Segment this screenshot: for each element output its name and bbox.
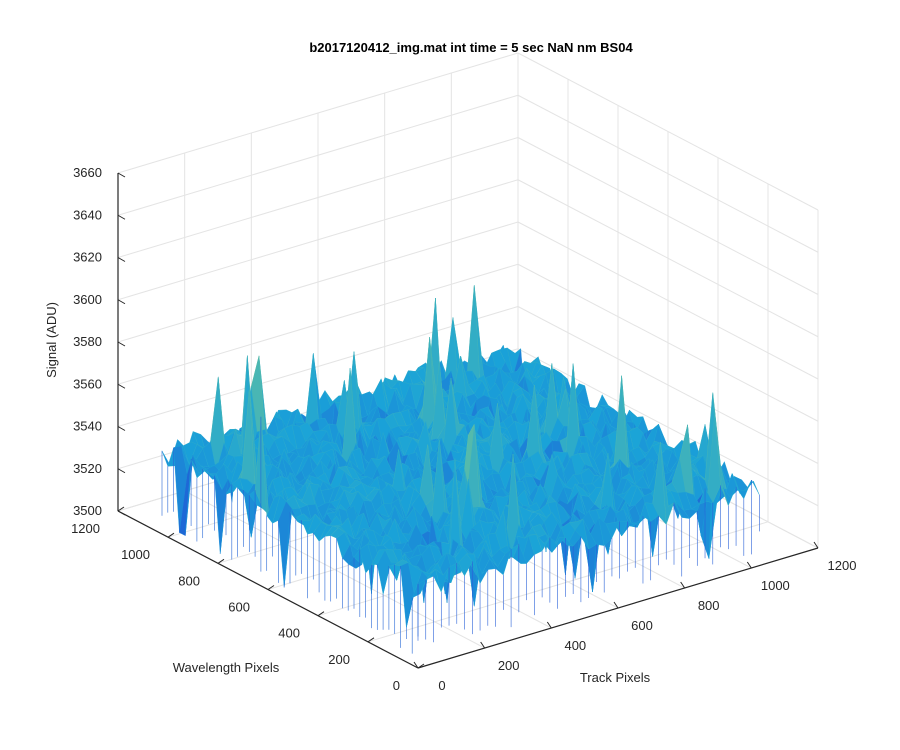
y-axis-label: Wavelength Pixels: [173, 660, 280, 675]
y-tick-label: 800: [178, 573, 200, 588]
y-tick-mark: [367, 637, 375, 643]
y-tick-mark: [167, 532, 175, 538]
y-tick-label: 600: [228, 600, 250, 615]
x-tick-mark: [746, 561, 752, 569]
z-tick-mark: [117, 510, 126, 516]
sidewall-gridline-z: [517, 221, 819, 380]
z-tick-mark: [117, 426, 126, 431]
z-tick-label: 3580: [73, 334, 102, 349]
z-tick-mark: [117, 257, 126, 262]
sidewall-gridline-z: [517, 179, 819, 338]
y-tick-label: 400: [278, 626, 300, 641]
backwall-gridline-z: [117, 221, 519, 343]
x-tick-mark: [480, 641, 486, 649]
z-tick-label: 3500: [73, 503, 102, 518]
z-axis-label: Signal (ADU): [44, 302, 59, 378]
x-tick-mark: [413, 661, 419, 669]
y-tick-label: 0: [393, 678, 400, 693]
z-tick-label: 3640: [73, 207, 102, 222]
x-tick-label: 1200: [828, 558, 857, 573]
sidewall-gridline-z: [517, 94, 819, 253]
floor-gridline-y: [367, 521, 769, 643]
y-tick-mark: [317, 611, 325, 617]
surface-patch: [411, 579, 427, 599]
z-tick-mark: [117, 299, 126, 305]
x-tick-label: 600: [631, 618, 653, 633]
axes-frame: [117, 172, 819, 669]
backwall-gridline-z: [117, 94, 519, 216]
y-tick-mark: [117, 506, 125, 512]
backwall-gridline-z: [117, 137, 519, 258]
x-tick-mark: [680, 581, 686, 589]
z-tick-label: 3600: [73, 292, 102, 307]
z-tick-mark: [117, 172, 126, 178]
sidewall-gridline-z: [517, 306, 819, 464]
z-tick-label: 3620: [73, 250, 102, 265]
backwall-gridline-z: [117, 52, 519, 174]
z-tick-mark: [117, 383, 126, 389]
y-tick-label: 1200: [71, 521, 100, 536]
z-tick-mark: [117, 341, 126, 347]
z-tick-label: 3560: [73, 376, 102, 391]
x-tick-label: 0: [438, 678, 445, 693]
x-tick-label: 1000: [761, 578, 790, 593]
y-tick-label: 200: [328, 652, 350, 667]
y-tick-mark: [417, 663, 425, 669]
z-tick-label: 3540: [73, 419, 102, 434]
sidewall-gridline-z: [517, 263, 819, 422]
sidewall-gridline-z: [517, 52, 819, 211]
z-tick-mark: [117, 468, 126, 474]
y-tick-mark: [217, 558, 225, 564]
backwall-gridline-z: [117, 306, 519, 427]
x-tick-label: 200: [498, 658, 520, 673]
tick-labels: 0 200 400 600 800 1000 1200 0 200 400 600 800 1000 12…: [71, 165, 856, 693]
chart-title: b2017120412_img.mat int time = 5 sec NaN…: [309, 40, 633, 55]
backwall-gridline-z: [117, 179, 519, 301]
x-tick-mark: [813, 541, 819, 549]
sidewall-gridline-z: [517, 137, 819, 295]
backwall-gridline-z: [117, 263, 519, 385]
x-tick-label: 800: [698, 598, 720, 613]
x-tick-mark: [546, 621, 552, 629]
x-axis-label: Track Pixels: [580, 670, 651, 685]
z-tick-label: 3660: [73, 165, 102, 180]
x-tick-mark: [613, 601, 619, 609]
z-tick-label: 3520: [73, 461, 102, 476]
x-tick-label: 400: [564, 638, 586, 653]
z-tick-mark: [117, 214, 126, 220]
y-tick-label: 1000: [121, 547, 150, 562]
sidewall-gridline-z: [517, 348, 819, 507]
surface-mesh: [161, 285, 760, 654]
y-tick-mark: [267, 585, 275, 590]
